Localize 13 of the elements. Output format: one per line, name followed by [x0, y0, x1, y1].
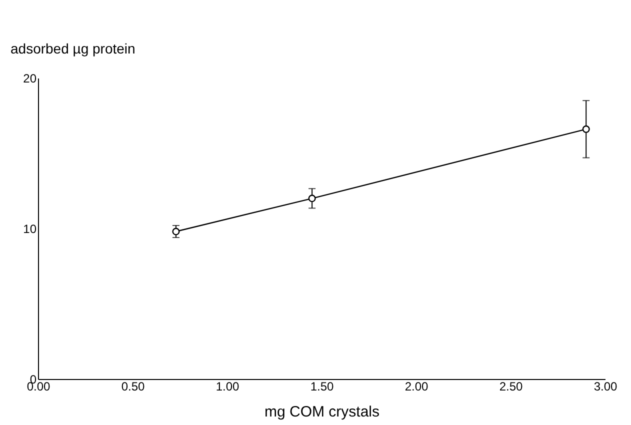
x-tick-label: 0.50 — [121, 380, 145, 394]
point — [582, 125, 590, 133]
x-tick-label: 2.50 — [499, 380, 523, 394]
x-tick-label: 1.50 — [310, 380, 334, 394]
y-tick-label: 20 — [23, 72, 37, 86]
x-tick-label: 3.00 — [594, 380, 618, 394]
x-tick-label: 1.00 — [216, 380, 240, 394]
point — [308, 194, 316, 202]
y-tick-label: 10 — [23, 222, 37, 236]
x-axis-title: mg COM crystals — [264, 404, 380, 420]
point — [172, 228, 180, 236]
y-axis-title: adsorbed µg protein — [10, 40, 136, 56]
x-tick-label: 2.00 — [404, 380, 428, 394]
